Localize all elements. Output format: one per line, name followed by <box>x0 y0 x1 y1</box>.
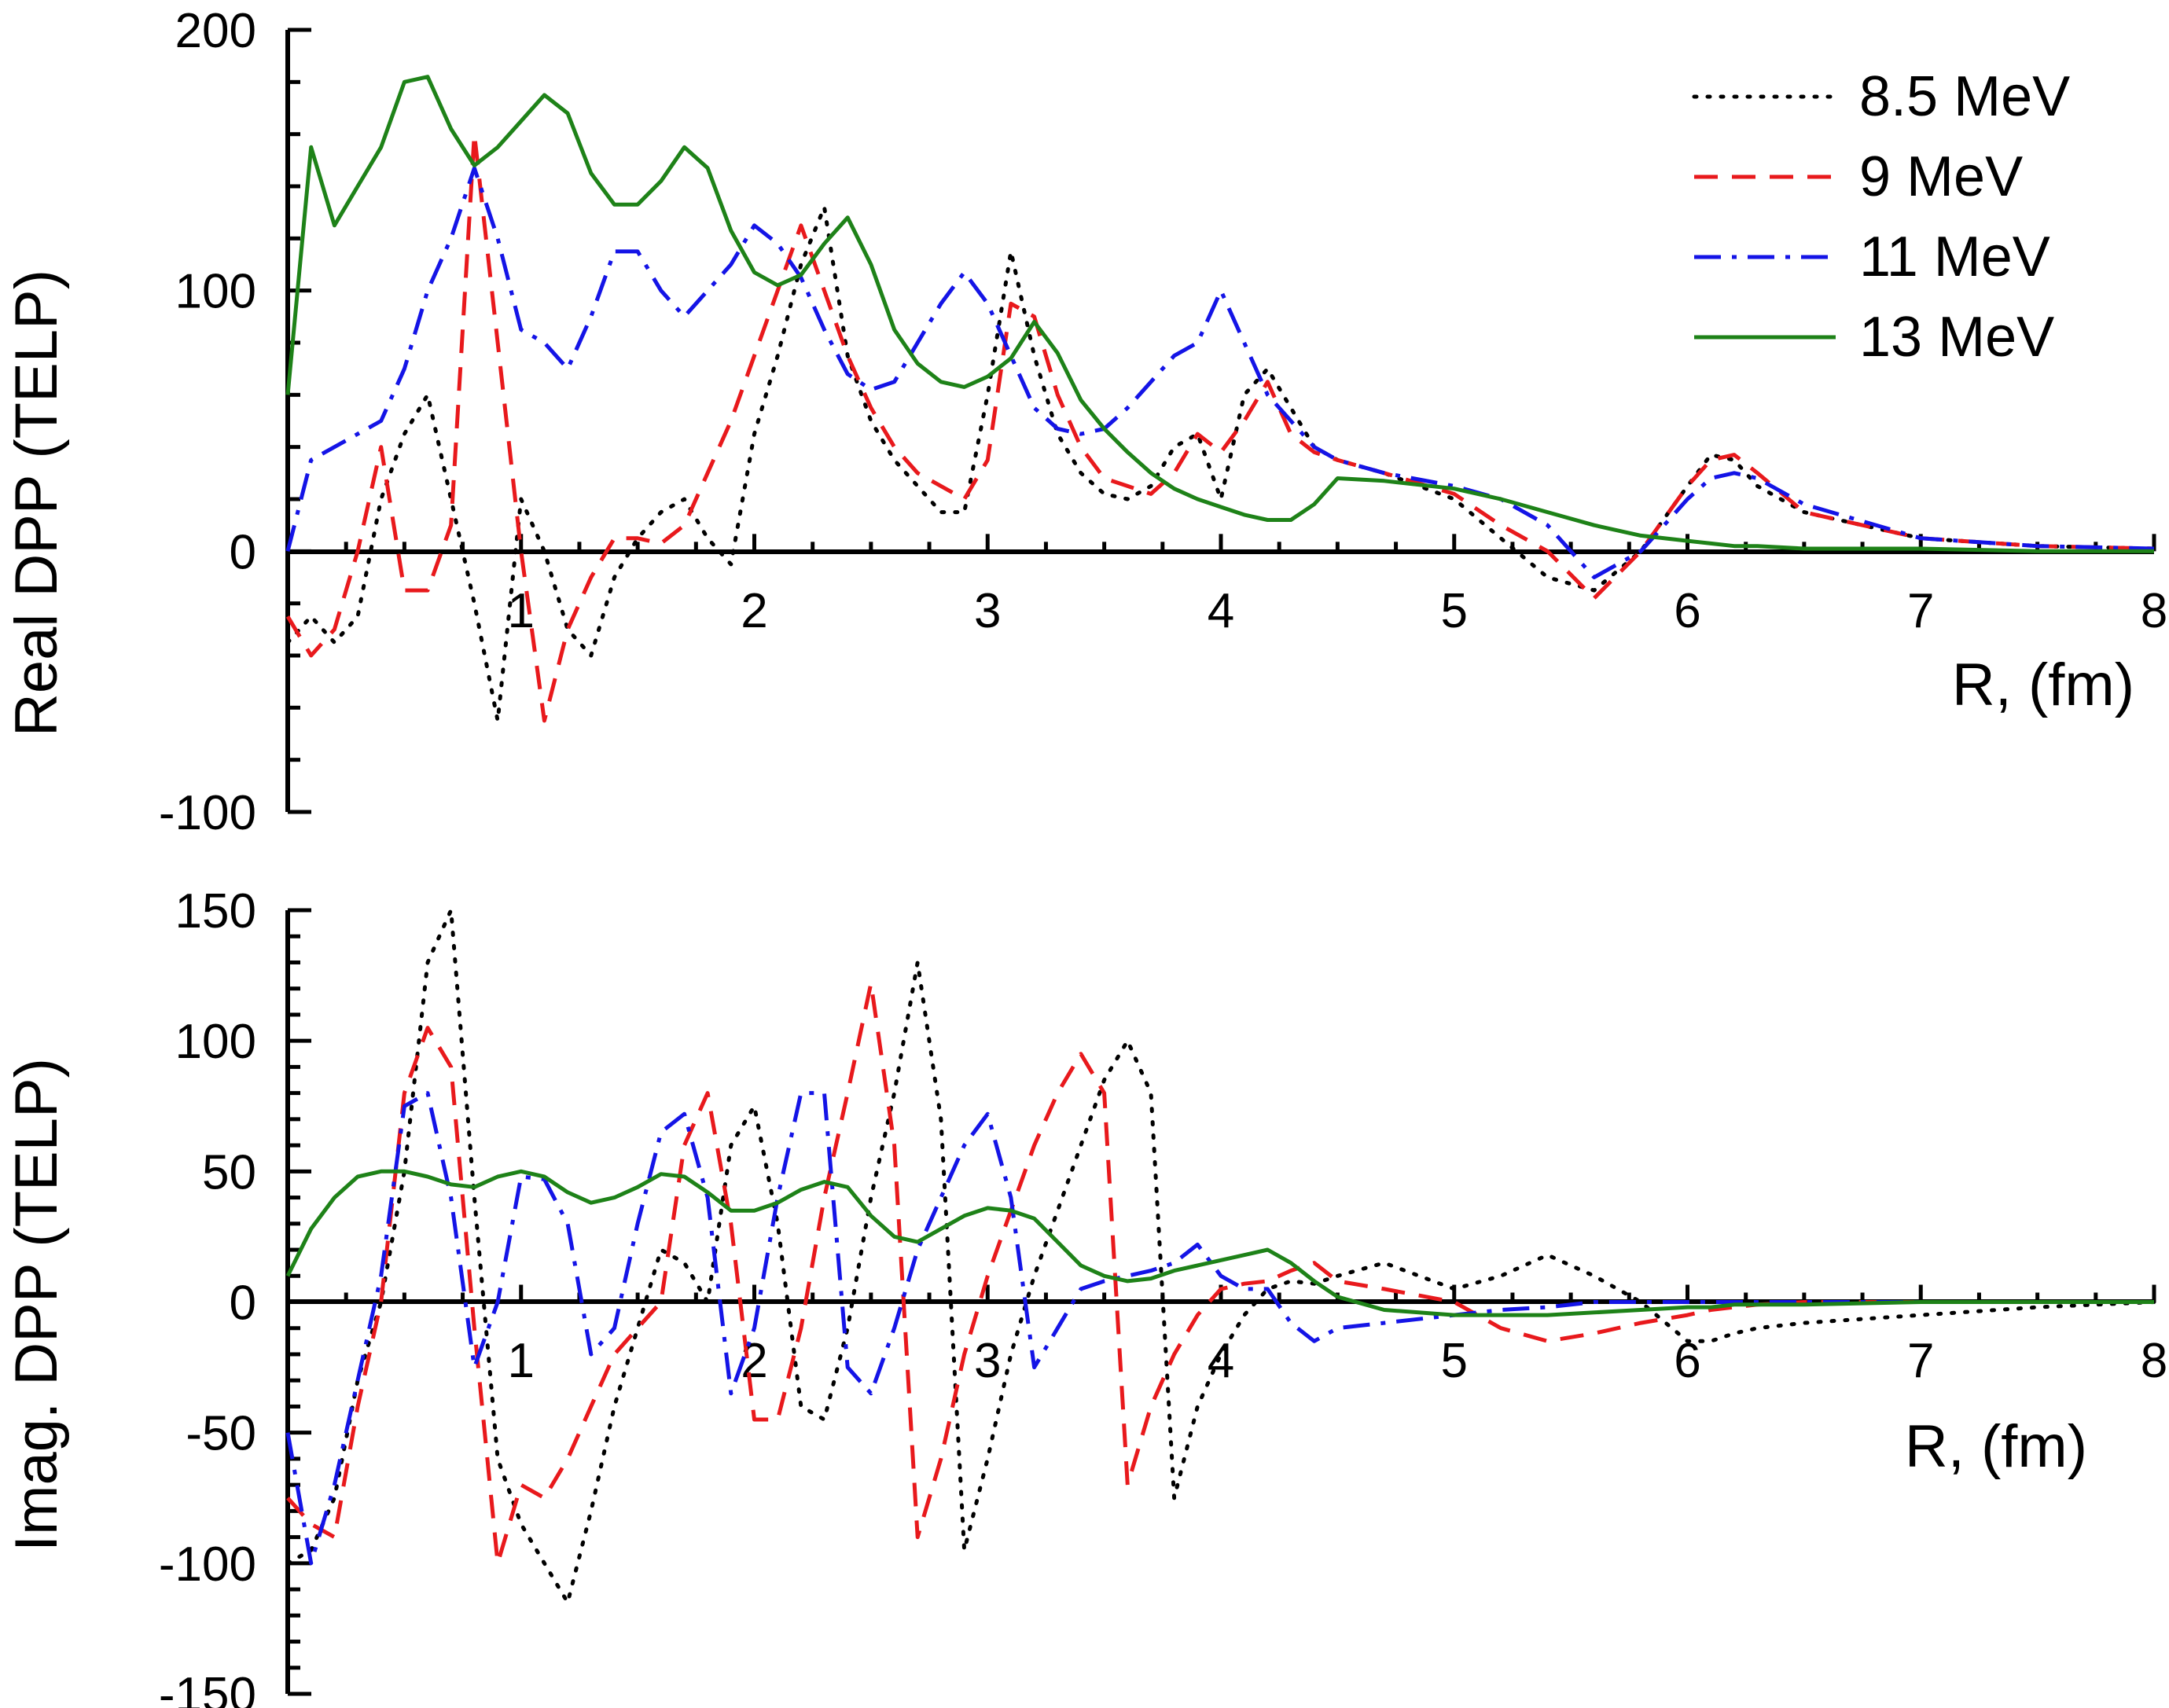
legend-label-11-mev: 11 MeV <box>1859 226 2050 288</box>
y-tick-label: 100 <box>175 265 256 319</box>
y-tick-label: 50 <box>202 1145 256 1199</box>
x-tick-label: 5 <box>1441 1334 1468 1388</box>
x-tick-label: 2 <box>741 584 767 638</box>
legend: 8.5 MeV 9 MeV 11 MeV 13 MeV <box>1694 65 2070 369</box>
x-tick-label: 4 <box>1208 1334 1234 1388</box>
y-tick-label: -100 <box>159 1537 256 1592</box>
x-tick-label: 8 <box>2141 584 2167 638</box>
series-line-11-mev <box>288 1093 2154 1563</box>
x-tick-label: 6 <box>1674 584 1700 638</box>
x-tick-label: 1 <box>508 1334 535 1388</box>
figure: 1 2 3 4 5 6 7 8 200 100 0 -100 R, (fm) Real DPP (TE… <box>0 0 2169 1708</box>
legend-label-13-mev: 13 MeV <box>1859 306 2054 369</box>
y-tick-label: -50 <box>186 1407 256 1461</box>
x-tick-label: 7 <box>1907 584 1934 638</box>
x-tick-label: 7 <box>1907 1334 1934 1388</box>
top-x-axis-label: R, (fm) <box>1952 652 2134 718</box>
legend-label-9-mev: 9 MeV <box>1859 145 2023 208</box>
y-tick-label: 100 <box>175 1015 256 1069</box>
y-tick-label: 0 <box>230 525 256 579</box>
x-tick-label: 5 <box>1441 584 1468 638</box>
top-y-axis-label: Real DPP (TELP) <box>3 270 70 736</box>
y-tick-label: 200 <box>175 4 256 58</box>
legend-label-8-5-mev: 8.5 MeV <box>1859 65 2070 128</box>
y-tick-label: -150 <box>159 1668 256 1708</box>
x-tick-label: 3 <box>974 1334 1001 1388</box>
x-tick-label: 3 <box>974 584 1001 638</box>
series-line-8-5-mev <box>288 910 2154 1603</box>
x-tick-label: 8 <box>2141 1334 2167 1388</box>
y-tick-label: 150 <box>175 884 256 938</box>
y-tick-label: -100 <box>159 786 256 840</box>
y-tick-label: 0 <box>230 1276 256 1331</box>
bottom-y-axis-label: Imag. DPP (TELP) <box>3 1058 70 1552</box>
bottom-series-group <box>288 910 2154 1603</box>
x-tick-label: 4 <box>1208 584 1234 638</box>
bottom-x-axis-label: R, (fm) <box>1905 1413 2087 1480</box>
